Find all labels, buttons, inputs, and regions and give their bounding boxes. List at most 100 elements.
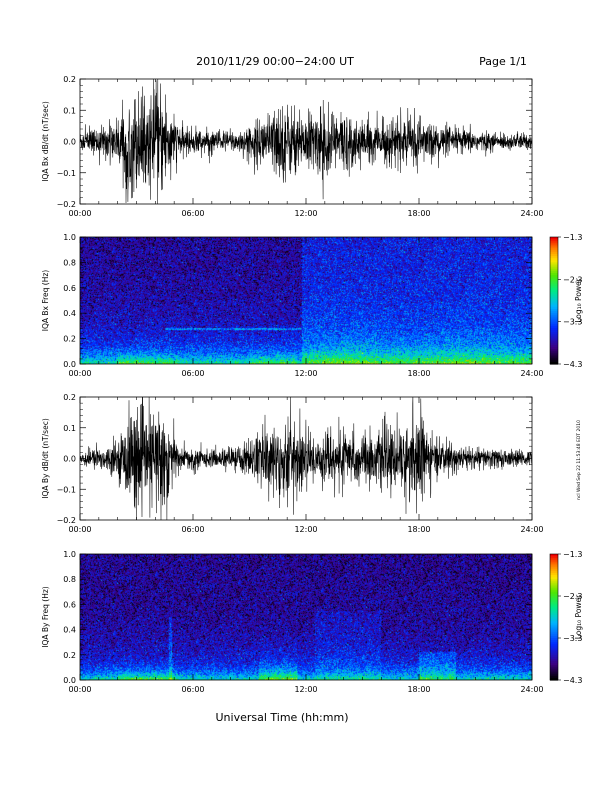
colorbar-swatch [550, 600, 558, 603]
y-tick-label: 0.2 [63, 651, 76, 660]
colorbar-swatch [550, 570, 558, 574]
colorbar-swatch [550, 656, 558, 660]
y-tick-label: 0.1 [63, 106, 76, 115]
y-tick-label: 0.4 [63, 309, 76, 318]
colorbar-swatch [550, 612, 558, 616]
colorbar-swatch [550, 251, 558, 255]
colorbar-swatch [550, 313, 558, 316]
colorbar-swatch [550, 579, 558, 582]
colorbar-swatch [550, 669, 558, 673]
colorbar-swatch [550, 665, 558, 668]
colorbar-tick-label: −2.3 [563, 592, 582, 601]
y-tick-label: 0.4 [63, 626, 76, 635]
panel-bx-spectrogram: 0.0 0.2 0.4 0.6 0.8 1.0 00:00 06:00 12:00 18:00 24… [41, 233, 583, 378]
y-tick-label: −0.2 [57, 516, 76, 525]
colorbar-swatch [550, 650, 558, 654]
colorbar-swatch [550, 359, 558, 363]
axes-frame [79, 236, 533, 365]
colorbar-swatch [550, 319, 558, 323]
colorbar-swatch [550, 266, 558, 270]
colorbar-swatch [550, 347, 558, 350]
colorbar-swatch [550, 610, 558, 614]
colorbar-swatch [550, 604, 558, 608]
colorbar-swatch [550, 245, 558, 249]
colorbar-swatch [550, 644, 558, 647]
colorbar-label: Log₁₀ Power [574, 277, 583, 322]
axes-frame [79, 553, 533, 681]
x-tick-label: 18:00 [407, 525, 430, 534]
colorbar-swatch [550, 260, 558, 263]
figure-title: 2010/11/29 00:00−24:00 UT [196, 55, 354, 68]
colorbar-swatch [550, 283, 558, 287]
colorbar-swatch [550, 300, 558, 304]
colorbar-swatch [550, 279, 558, 283]
colorbar-swatch [550, 332, 558, 335]
colorbar-swatch [550, 667, 558, 671]
colorbar-swatch [550, 654, 558, 658]
colorbar-label: Log₁₀ Power [574, 594, 583, 639]
y-tick-label: 0.2 [63, 335, 76, 344]
colorbar-tick-label: −1.3 [563, 233, 582, 242]
colorbar-swatch [550, 349, 558, 352]
y-tick-label: −0.1 [57, 485, 76, 494]
y-tick-label: 0.0 [63, 455, 76, 464]
colorbar-swatch [550, 321, 558, 325]
colorbar-swatch [550, 292, 558, 295]
colorbar-swatch [550, 617, 558, 620]
colorbar-swatch [550, 598, 558, 601]
colorbar-swatch [550, 625, 558, 629]
y-tick-label: 0.2 [63, 393, 76, 402]
colorbar-swatch [550, 575, 558, 578]
x-tick-label: 24:00 [520, 369, 543, 378]
colorbar-swatch [550, 659, 558, 662]
colorbar-swatch [550, 602, 558, 605]
x-tick-label: 12:00 [294, 369, 317, 378]
colorbar-swatch [550, 243, 558, 247]
bx-dbdt-trace [79, 78, 533, 205]
axes-frame [79, 396, 533, 521]
colorbar-swatch [550, 652, 558, 656]
colorbar-frame [549, 236, 559, 365]
colorbar-swatch [550, 642, 558, 645]
y-tick-label: 0.0 [63, 138, 76, 147]
colorbar-tick-label: −3.3 [563, 318, 582, 327]
colorbar-swatch [550, 577, 558, 580]
y-tick-label: 0.6 [63, 284, 76, 293]
colorbar-swatch [550, 568, 558, 572]
colorbar-swatch [550, 355, 558, 359]
x-axis-label: Universal Time (hh:mm) [216, 711, 349, 724]
y-tick-label: 0.0 [63, 676, 76, 685]
colorbar-swatch [550, 304, 558, 308]
colorbar-swatch [550, 296, 558, 299]
colorbar-swatch [550, 308, 558, 312]
colorbar-swatch [550, 614, 558, 618]
colorbar-swatch [550, 323, 558, 327]
colorbar-swatch [550, 648, 558, 652]
x-tick-label: 18:00 [407, 209, 430, 218]
colorbar-swatch [550, 340, 558, 344]
x-tick-label: 18:00 [407, 369, 430, 378]
y-tick-label: 1.0 [63, 233, 76, 242]
colorbar-swatch [550, 646, 558, 650]
colorbar-swatch [550, 589, 558, 593]
colorbar-swatch [550, 344, 558, 348]
colorbar-swatch [550, 272, 558, 276]
colorbar-swatch [550, 560, 558, 563]
colorbar-swatch [550, 621, 558, 624]
bx-spectrogram-image [80, 237, 532, 364]
y-tick-label: 1.0 [63, 550, 76, 559]
x-tick-label: 12:00 [294, 209, 317, 218]
colorbar-swatch [550, 361, 558, 365]
colorbar-swatch [550, 281, 558, 285]
x-tick-label: 24:00 [520, 209, 543, 218]
colorbar-swatch [550, 294, 558, 297]
colorbar-swatch [550, 275, 558, 278]
by-dbdt-trace [79, 396, 533, 521]
colorbar-swatch [550, 285, 558, 289]
colorbar-swatch [550, 661, 558, 664]
colorbar-frame [549, 553, 559, 681]
colorbar-swatch [550, 289, 558, 293]
x-tick-label: 12:00 [294, 525, 317, 534]
colorbar-swatch [550, 591, 558, 595]
colorbar-swatch [550, 287, 558, 291]
